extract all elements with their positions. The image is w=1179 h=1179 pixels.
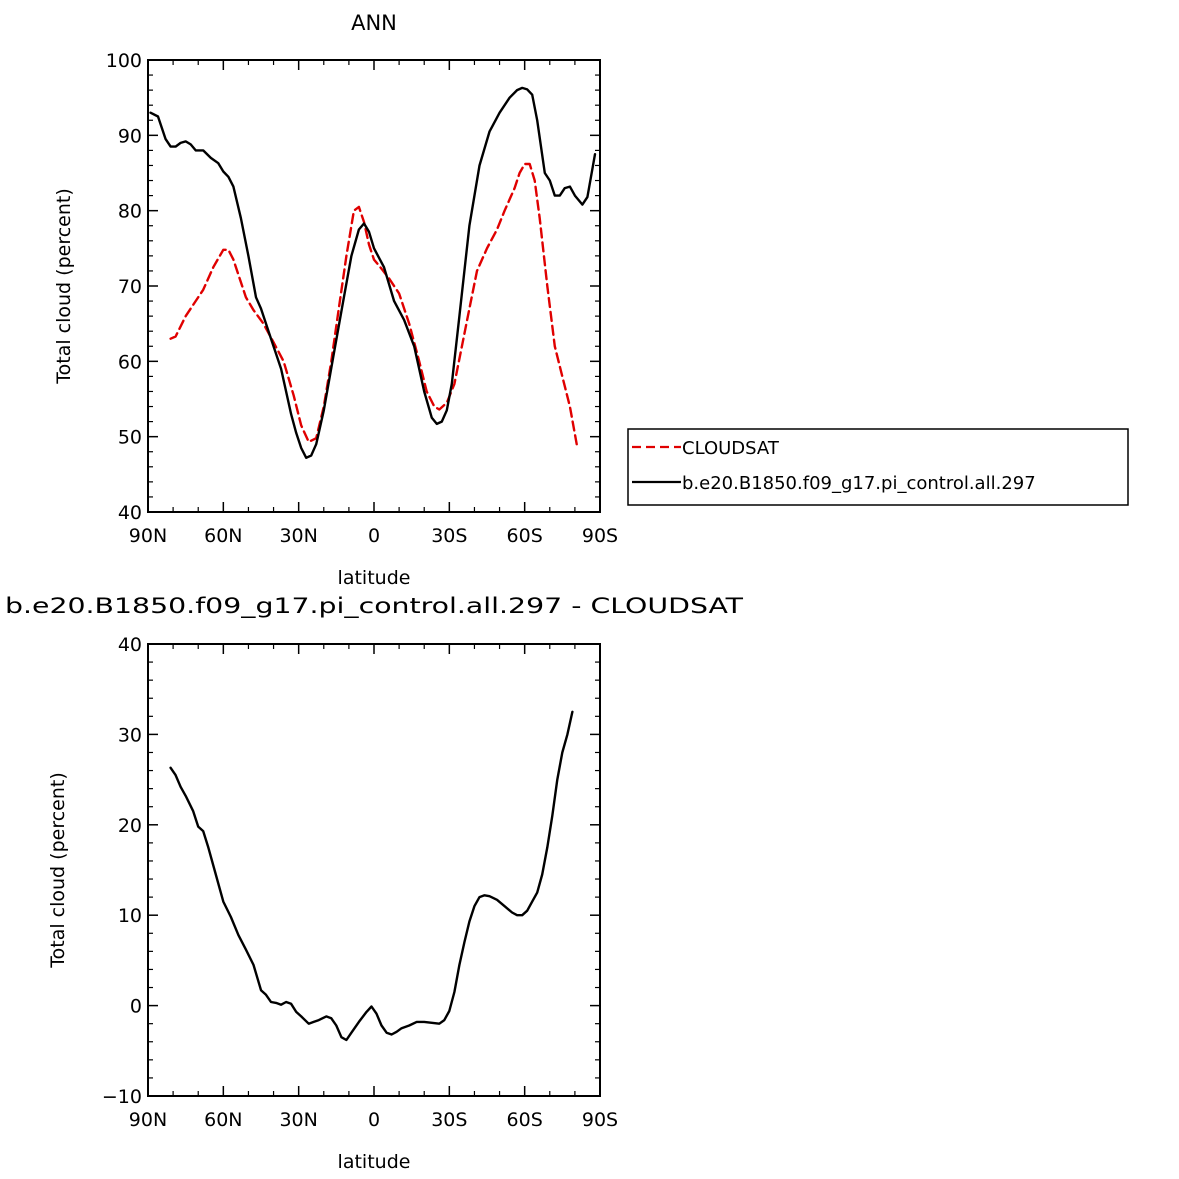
legend-label-model: b.e20.B1850.f09_g17.pi_control.all.297 [682, 473, 1036, 494]
bottom-x-tick-label: 90N [129, 1109, 167, 1131]
bottom-y-tick-label: 0 [130, 996, 142, 1018]
top-x-tick-label: 30N [279, 525, 317, 547]
bottom-y-tick-label: 30 [118, 724, 142, 746]
top-y-tick-label: 60 [118, 351, 142, 373]
bottom-x-tick-label: 90S [582, 1109, 618, 1131]
top-series-line-0 [169, 162, 579, 450]
bottom-x-tick-label: 60N [204, 1109, 242, 1131]
top-y-tick-label: 50 [118, 427, 142, 449]
top-y-axis-label: Total cloud (percent) [53, 188, 75, 385]
top-axis-ticks: 90N 60N 30N 0 30S 60S 90S 40 50 60 70 80 90 100 [106, 50, 618, 547]
top-series-line-1 [149, 86, 597, 459]
bottom-x-tick-label: 30N [279, 1109, 317, 1131]
bottom-y-tick-label: 10 [118, 905, 142, 927]
top-x-tick-label: 90N [129, 525, 167, 547]
top-y-tick-label: 80 [118, 201, 142, 223]
bottom-chart-title: b.e20.B1850.f09_g17.pi_control.all.297 -… [5, 594, 743, 619]
top-y-tick-label: 40 [118, 502, 142, 524]
bottom-x-tick-label: 60S [507, 1109, 543, 1131]
top-x-tick-label: 0 [368, 525, 380, 547]
top-panel: ANN 90N 60N 30N 0 30S 60S 90S 40 50 60 70 80 90 100 l… [53, 11, 1129, 589]
bottom-x-axis-label: latitude [338, 1151, 411, 1173]
bottom-x-tick-label: 0 [368, 1109, 380, 1131]
top-x-tick-label: 60N [204, 525, 242, 547]
legend-box [627, 428, 1129, 506]
legend-label-cloudsat: CLOUDSAT [682, 438, 780, 459]
top-legend: CLOUDSAT b.e20.B1850.f09_g17.pi_control.… [627, 428, 1129, 506]
bottom-y-tick-label: 20 [118, 815, 142, 837]
bottom-x-tick-label: 30S [431, 1109, 467, 1131]
bottom-series-lines [169, 710, 574, 1042]
bottom-y-tick-label: −10 [102, 1086, 142, 1108]
bottom-panel: b.e20.B1850.f09_g17.pi_control.all.297 -… [5, 594, 743, 1173]
top-y-tick-label: 90 [118, 125, 142, 147]
top-x-tick-label: 30S [431, 525, 467, 547]
top-chart-title: ANN [351, 11, 397, 35]
top-x-axis-label: latitude [338, 567, 411, 589]
top-y-tick-label: 70 [118, 276, 142, 298]
top-series-lines [149, 86, 597, 459]
top-y-tick-label: 100 [106, 50, 142, 72]
bottom-y-axis-label: Total cloud (percent) [47, 772, 69, 969]
bottom-axis-ticks: 90N 60N 30N 0 30S 60S 90S −10 0 10 20 30 40 [102, 634, 618, 1131]
bottom-y-tick-label: 40 [118, 634, 142, 656]
top-x-tick-label: 60S [507, 525, 543, 547]
bottom-series-line-0 [169, 710, 574, 1042]
top-x-tick-label: 90S [582, 525, 618, 547]
